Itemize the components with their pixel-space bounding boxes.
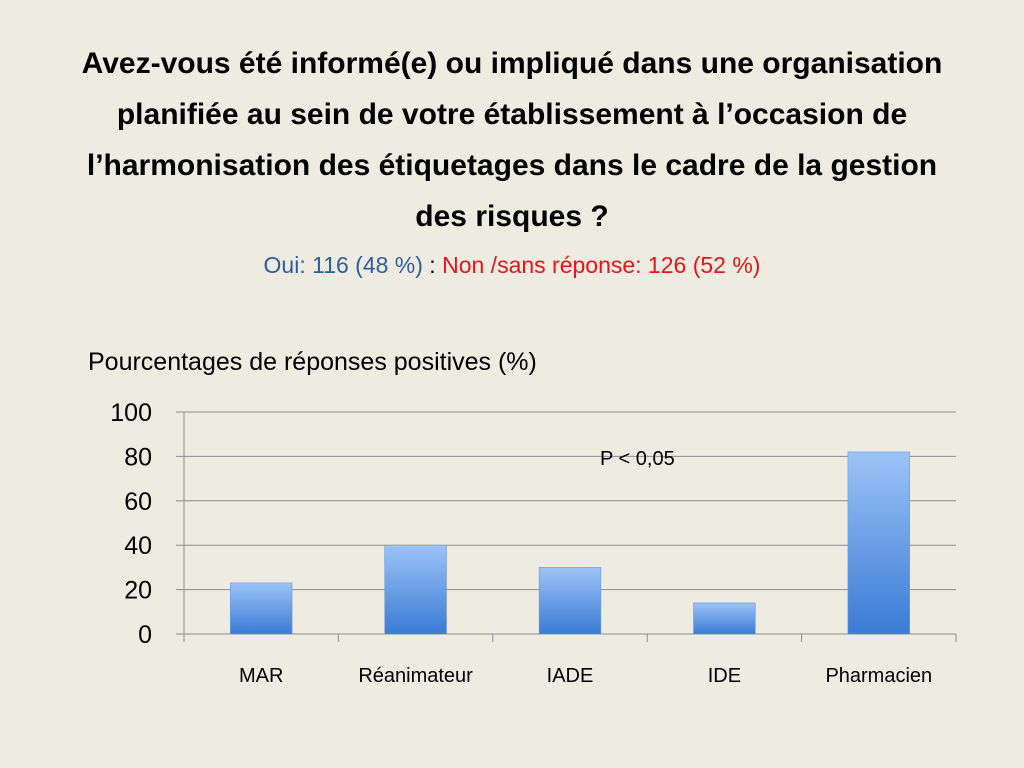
y-tick-label: 100 [110, 399, 152, 427]
tick-labels: 0 20 40 60 80 100 MAR Réanimateur IADE IDE Pharmac… [110, 399, 932, 687]
subtitle-non: Non /sans réponse: 126 (52 %) [442, 252, 761, 278]
bars [230, 451, 910, 635]
subtitle-oui: Oui: 116 (48 %) [263, 252, 423, 278]
y-tick-label: 40 [124, 532, 152, 560]
x-tick-label: MAR [239, 665, 283, 687]
gridlines [184, 411, 956, 591]
bar-réanimateur [384, 544, 447, 635]
bar-pharmacien [847, 451, 910, 635]
slide-subtitle: Oui: 116 (48 %) : Non /sans réponse: 126… [0, 252, 1024, 279]
bar-ide [693, 602, 756, 635]
x-tick-label: IADE [547, 665, 594, 687]
x-tick-label: Réanimateur [358, 665, 473, 687]
bar-mar [230, 582, 293, 635]
subtitle-separator: : [422, 252, 443, 278]
y-tick-label: 0 [138, 621, 152, 649]
x-tick-label: Pharmacien [825, 665, 932, 687]
y-tick-label: 20 [124, 577, 152, 605]
bar-iade [538, 567, 602, 635]
x-tick-label: IDE [708, 665, 741, 687]
significance-annotation: P < 0,05 [600, 448, 675, 470]
slide-title: Avez-vous été informé(e) ou impliqué dan… [81, 47, 943, 233]
y-tick-label: 60 [124, 488, 152, 516]
y-tick-label: 80 [124, 443, 152, 471]
chart-title: Pourcentages de réponses positives (%) [88, 348, 537, 376]
